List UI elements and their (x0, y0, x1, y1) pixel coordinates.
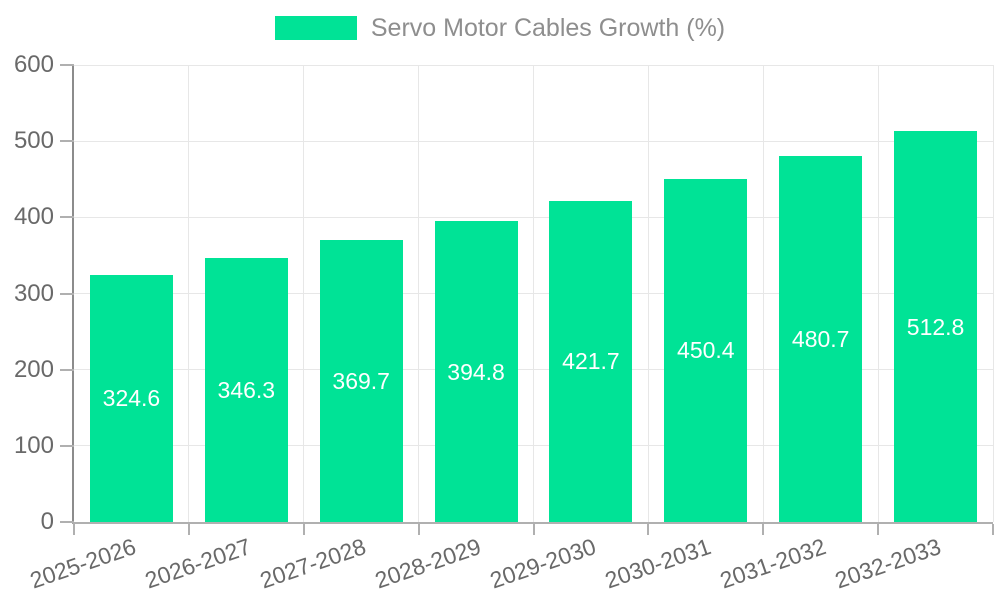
x-tick-label: 2028-2029 (371, 533, 485, 594)
x-gridline (303, 65, 305, 522)
x-tick-label: 2025-2026 (27, 533, 140, 594)
y-axis-tick (60, 444, 74, 447)
x-tick-label: 2027-2028 (256, 533, 370, 594)
bar-value-label: 480.7 (791, 325, 850, 352)
x-axis-tick (73, 524, 75, 535)
bar-value-label: 450.4 (677, 337, 735, 364)
x-axis-tick (877, 524, 880, 535)
y-axis-tick (60, 216, 74, 219)
y-axis-tick (60, 292, 74, 295)
bar[interactable]: 480.7 (779, 155, 863, 522)
bar[interactable]: 346.3 (204, 258, 288, 522)
bar[interactable]: 421.7 (549, 200, 633, 522)
bar-value-label: 369.7 (332, 368, 390, 395)
x-gridline (877, 65, 879, 522)
x-gridline (992, 65, 994, 522)
x-axis-tick (187, 524, 190, 535)
bar[interactable]: 369.7 (319, 240, 403, 522)
bar-value-label: 346.3 (217, 377, 276, 404)
bar-value-label: 512.8 (906, 313, 965, 340)
y-tick-label: 0 (40, 508, 54, 535)
x-axis-tick (417, 524, 420, 535)
x-gridline (188, 65, 190, 522)
x-tick-label: 2030-2031 (601, 533, 714, 594)
bar-value-label: 421.7 (562, 348, 620, 375)
x-tick-label: 2032-2033 (831, 533, 944, 594)
x-axis-tick (762, 524, 765, 535)
bar-value-label: 324.6 (102, 385, 161, 412)
legend-item[interactable]: Servo Motor Cables Growth (%) (0, 14, 1000, 42)
x-tick-label: 2031-2032 (716, 533, 829, 594)
y-tick-label: 100 (13, 431, 54, 459)
x-axis-tick (532, 524, 535, 535)
bar[interactable]: 512.8 (894, 131, 978, 522)
x-axis-tick (302, 524, 305, 535)
y-tick-label: 200 (13, 355, 54, 383)
y-axis-tick (60, 368, 74, 371)
y-tick-label: 600 (13, 51, 54, 78)
legend-swatch (274, 16, 357, 40)
x-tick-label: 2026-2027 (141, 533, 255, 594)
bar[interactable]: 450.4 (664, 178, 748, 522)
bar[interactable]: 324.6 (89, 274, 173, 522)
y-tick-label: 400 (13, 203, 54, 231)
y-axis-tick (60, 140, 74, 143)
x-gridline (418, 65, 420, 522)
x-gridline (533, 65, 534, 522)
x-axis-tick (647, 524, 650, 535)
legend-label: Servo Motor Cables Growth (%) (370, 14, 726, 42)
bar[interactable]: 394.8 (434, 221, 518, 522)
y-axis-tick (60, 521, 74, 523)
x-axis-tick (992, 524, 994, 535)
y-tick-label: 500 (13, 127, 54, 155)
x-gridline (647, 65, 649, 522)
y-axis-tick (60, 64, 74, 66)
y-tick-label: 300 (13, 279, 54, 307)
x-gridline (762, 65, 764, 522)
x-tick-label: 2029-2030 (486, 533, 600, 594)
bar-value-label: 394.8 (447, 358, 505, 385)
